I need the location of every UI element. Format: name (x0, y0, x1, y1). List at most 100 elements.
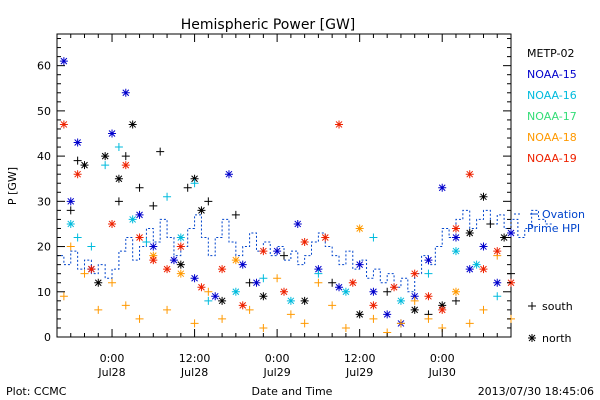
point-metp-02-north (101, 152, 110, 161)
y-tick-label: 20 (37, 241, 51, 254)
point-noaa-18-south (108, 278, 117, 287)
x-tick-date-label: Jul28 (180, 366, 208, 379)
y-axis: 0 10 20 30 40 50 60 (37, 38, 511, 344)
point-noaa-18-south (135, 314, 144, 323)
point-noaa-19-north (280, 287, 288, 296)
y-tick-label: 10 (37, 286, 51, 299)
point-noaa-18-south (314, 278, 323, 287)
point-metp-02-north (218, 296, 227, 305)
point-noaa-16-north (286, 296, 295, 305)
point-noaa-19-north (149, 256, 158, 265)
point-noaa-18-north (355, 224, 364, 233)
point-noaa-19-north (73, 170, 82, 179)
point-noaa-19-north (59, 120, 68, 129)
point-noaa-15-north (438, 183, 447, 192)
point-noaa-15-north (493, 278, 502, 287)
x-tick-time-label: 12:00 (179, 352, 211, 365)
x-tick-date-label: Jul29 (345, 366, 373, 379)
point-metp-02-south (328, 278, 337, 287)
point-noaa-15-north (190, 274, 199, 283)
point-metp-02-south (204, 197, 213, 206)
point-noaa-19-north (335, 120, 344, 129)
point-metp-02-south (383, 287, 392, 296)
x-axis-label: Date and Time (252, 385, 333, 398)
point-noaa-15-north (293, 219, 302, 228)
legend-ovation-label-line1: Ovation (542, 208, 585, 221)
point-noaa-19-north (259, 247, 268, 256)
point-noaa-15-north (335, 283, 344, 292)
point-noaa-19-north (238, 301, 247, 310)
point-noaa-18-south (273, 274, 282, 283)
point-metp-02-north (465, 228, 474, 237)
point-noaa-18-north (451, 287, 460, 296)
point-noaa-19-north (121, 161, 130, 170)
point-noaa-19-north (438, 305, 447, 314)
point-metp-02-south (156, 147, 165, 156)
point-noaa-15-north (451, 233, 460, 242)
point-noaa-15-north (224, 170, 233, 179)
point-noaa-15-north (108, 129, 117, 138)
point-metp-02-south (451, 296, 460, 305)
point-noaa-16-north (396, 296, 405, 305)
point-noaa-15-north (135, 210, 144, 219)
point-noaa-16-north (231, 287, 240, 296)
plot-frame (56, 33, 512, 338)
point-noaa-19-north (108, 219, 117, 228)
point-noaa-16-south (73, 233, 82, 242)
point-metp-02-north (176, 260, 185, 269)
y-tick-label: 50 (37, 105, 51, 118)
point-noaa-18-south (479, 305, 488, 314)
y-tick-label: 60 (37, 60, 51, 73)
ovation-layer (57, 209, 553, 293)
point-noaa-16-south (204, 296, 213, 305)
point-noaa-19-north (451, 224, 460, 233)
point-noaa-15-north (238, 260, 247, 269)
point-metp-02-south (149, 201, 158, 210)
point-noaa-16-south (314, 269, 323, 278)
point-metp-02-north (259, 292, 268, 301)
point-noaa-18-south (204, 287, 213, 296)
point-metp-02-south (121, 152, 130, 161)
point-noaa-16-south (493, 292, 502, 301)
point-noaa-18-south (465, 319, 474, 328)
point-noaa-19-north (479, 265, 488, 274)
point-noaa-16-south (101, 161, 110, 170)
legend-south-marker (528, 302, 536, 310)
point-noaa-15-north (410, 292, 419, 301)
point-noaa-15-north (507, 228, 515, 237)
point-noaa-15-north (59, 57, 68, 66)
point-noaa-16-south (163, 192, 172, 201)
point-metp-02-north (410, 305, 419, 314)
point-noaa-18-south (341, 323, 350, 332)
point-noaa-15-north (66, 197, 75, 206)
point-metp-02-north (500, 233, 509, 242)
point-noaa-15-north (121, 88, 130, 97)
point-noaa-18-south (163, 305, 172, 314)
point-noaa-18-south (328, 301, 337, 310)
legend-noaa-15: NOAA-15 (527, 68, 577, 81)
point-noaa-18-south (286, 310, 295, 319)
point-noaa-18-south (94, 305, 103, 314)
y-tick-label: 0 (44, 331, 51, 344)
point-noaa-18-south (410, 296, 419, 305)
point-noaa-16-south (114, 143, 123, 152)
point-metp-02-north (479, 192, 488, 201)
point-metp-02-south (73, 156, 82, 165)
points-layer (59, 57, 515, 337)
point-noaa-15-north (211, 292, 220, 301)
point-noaa-15-north (465, 265, 474, 274)
legend-north-label: north (542, 332, 572, 345)
legend-noaa-17: NOAA-17 (527, 110, 577, 123)
point-noaa-18-south (59, 292, 68, 301)
point-noaa-19-north (163, 265, 172, 274)
point-noaa-18-north (231, 256, 240, 265)
point-noaa-19-north (300, 238, 309, 247)
point-noaa-18-south (80, 269, 89, 278)
point-metp-02-south (486, 219, 495, 228)
point-noaa-18-north (176, 269, 185, 278)
legend-noaa-18: NOAA-18 (527, 131, 577, 144)
y-axis-label: P [GW] (6, 167, 19, 205)
point-noaa-19-north (321, 233, 330, 242)
point-noaa-16-south (259, 274, 268, 283)
point-noaa-18-south (66, 242, 75, 251)
